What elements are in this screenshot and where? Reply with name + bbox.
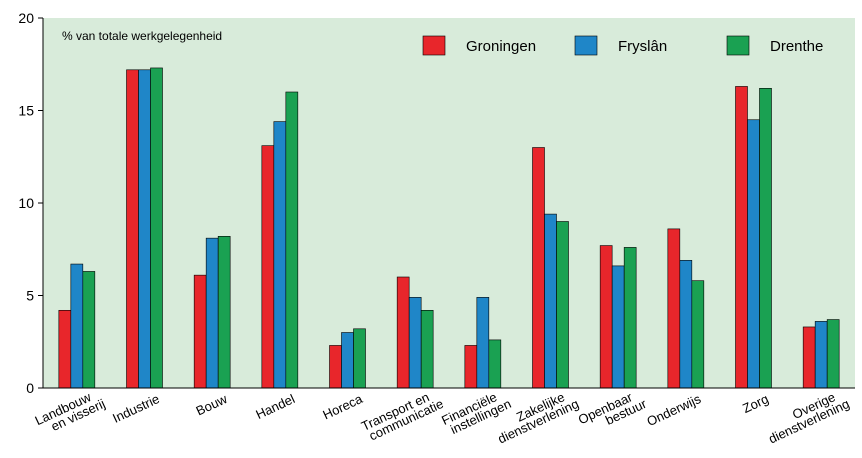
bar	[126, 69, 139, 389]
legend-label: Groningen	[466, 38, 536, 55]
bar	[667, 228, 681, 389]
bar	[814, 321, 828, 389]
bar	[464, 345, 478, 389]
bar	[396, 276, 410, 389]
bar	[70, 263, 84, 389]
bar	[353, 328, 366, 389]
x-tick-label: Overigedienstverlening	[761, 385, 852, 446]
bar	[611, 265, 625, 389]
bar	[679, 260, 693, 389]
y-tick-label: 0	[26, 380, 34, 396]
x-tick-label: Transport encommunicatie	[359, 385, 446, 445]
bar	[420, 309, 434, 389]
legend-label: Drenthe	[770, 38, 823, 55]
bar	[532, 147, 545, 389]
y-tick-label: 5	[26, 288, 34, 304]
bar	[599, 245, 613, 389]
chart-subtitle: % van totale werkgelegenheid	[62, 29, 222, 43]
x-tick-label: Zorg	[740, 391, 771, 416]
x-tick-label: Openbaarbestuur	[576, 385, 649, 438]
x-tick-label: Horeca	[320, 391, 365, 423]
bar	[759, 88, 772, 389]
bar	[329, 345, 342, 389]
y-tick-label: 10	[18, 195, 34, 211]
bar	[261, 145, 275, 389]
bar	[476, 297, 490, 389]
bar	[802, 326, 816, 389]
bar	[623, 247, 637, 389]
legend-swatch	[422, 35, 446, 56]
x-tick-label: Onderwijs	[644, 391, 703, 429]
bar	[735, 86, 748, 389]
bar	[193, 274, 207, 389]
bar	[150, 67, 163, 389]
bar	[285, 91, 299, 389]
legend-label: Fryslân	[618, 38, 667, 55]
bar	[217, 236, 231, 389]
bar	[556, 221, 569, 389]
bar	[826, 319, 840, 389]
legend-swatch	[574, 35, 598, 56]
bar	[138, 69, 151, 389]
x-tick-label: Industrie	[110, 391, 162, 426]
bar	[341, 332, 354, 389]
bar	[82, 271, 96, 389]
y-tick-label: 20	[18, 10, 34, 26]
x-tick-label: Zakelijkedienstverlening	[490, 385, 581, 446]
x-tick-label: Handel	[253, 391, 297, 422]
y-tick-label: 15	[18, 103, 34, 119]
bar	[205, 237, 219, 389]
plot-area	[43, 18, 855, 388]
bar	[488, 339, 502, 389]
x-tick-label: Landbouwen visserij	[33, 385, 108, 439]
bar	[747, 119, 760, 389]
bar	[544, 213, 557, 389]
bar	[58, 309, 72, 389]
bar	[273, 121, 287, 389]
legend-swatch	[726, 35, 750, 56]
bar	[408, 297, 422, 389]
x-tick-label: Bouw	[194, 391, 230, 419]
bar	[691, 280, 705, 389]
